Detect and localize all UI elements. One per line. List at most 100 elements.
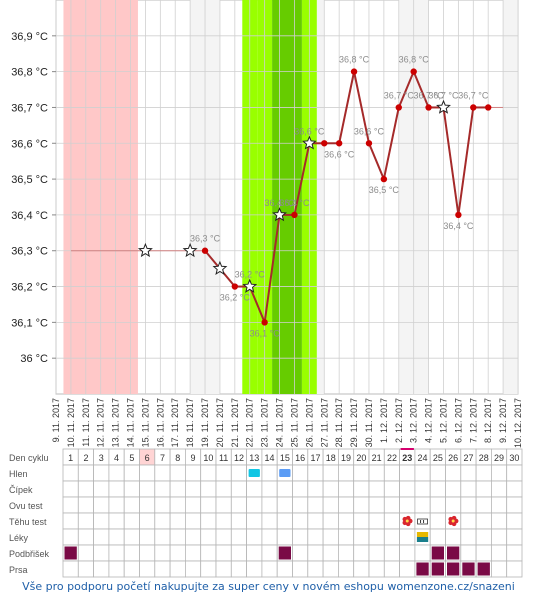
table-cell[interactable] xyxy=(93,464,110,482)
table-cell[interactable] xyxy=(62,560,79,578)
table-cell[interactable] xyxy=(62,528,79,546)
table-cell[interactable] xyxy=(93,496,110,514)
table-cell[interactable] xyxy=(123,528,140,546)
table-cell[interactable] xyxy=(230,560,248,578)
table-cell[interactable] xyxy=(276,560,293,578)
table-cell[interactable] xyxy=(108,560,125,578)
table-cell[interactable] xyxy=(200,464,217,482)
table-cell[interactable] xyxy=(368,496,385,514)
table-cell[interactable] xyxy=(414,544,431,562)
table-cell[interactable] xyxy=(169,544,186,562)
table-cell[interactable] xyxy=(154,544,171,562)
table-cell[interactable] xyxy=(353,480,370,498)
table-cell[interactable] xyxy=(108,512,125,530)
table-cell[interactable] xyxy=(230,464,248,482)
table-cell[interactable] xyxy=(337,496,355,514)
table-cell[interactable] xyxy=(154,480,171,498)
table-cell[interactable] xyxy=(123,464,140,482)
table-cell[interactable] xyxy=(307,480,324,498)
table-cell[interactable] xyxy=(215,480,232,498)
table-cell[interactable] xyxy=(353,544,370,562)
table-cell[interactable] xyxy=(368,528,385,546)
table-cell[interactable] xyxy=(414,464,431,482)
table-cell[interactable] xyxy=(77,480,95,498)
table-cell[interactable] xyxy=(445,464,462,482)
table-cell[interactable] xyxy=(139,560,156,578)
table-cell[interactable] xyxy=(93,544,110,562)
table-cell[interactable] xyxy=(292,512,309,530)
table-cell[interactable] xyxy=(276,480,293,498)
table-cell[interactable] xyxy=(169,464,186,482)
table-cell[interactable] xyxy=(506,512,523,530)
table-cell[interactable] xyxy=(93,528,110,546)
table-cell[interactable] xyxy=(399,464,416,482)
table-cell[interactable] xyxy=(215,560,232,578)
table-cell[interactable] xyxy=(292,560,309,578)
table-cell[interactable] xyxy=(460,544,477,562)
table-cell[interactable] xyxy=(429,512,446,530)
table-cell[interactable] xyxy=(490,496,508,514)
table-cell[interactable] xyxy=(108,464,125,482)
table-cell[interactable] xyxy=(215,528,232,546)
table-cell[interactable] xyxy=(261,528,278,546)
table-cell[interactable] xyxy=(368,560,385,578)
table-cell[interactable] xyxy=(246,480,263,498)
table-cell[interactable] xyxy=(337,480,355,498)
table-cell[interactable] xyxy=(460,480,477,498)
table-cell[interactable] xyxy=(292,496,309,514)
table-cell[interactable] xyxy=(368,544,385,562)
table-cell[interactable] xyxy=(322,528,339,546)
table-cell[interactable] xyxy=(139,544,156,562)
table-cell[interactable] xyxy=(169,528,186,546)
table-cell[interactable] xyxy=(215,544,232,562)
table-cell[interactable] xyxy=(261,496,278,514)
table-cell[interactable] xyxy=(475,464,492,482)
table-cell[interactable] xyxy=(200,560,217,578)
table-cell[interactable] xyxy=(292,528,309,546)
table-cell[interactable] xyxy=(337,464,355,482)
table-cell[interactable] xyxy=(230,512,248,530)
table-cell[interactable] xyxy=(353,560,370,578)
table-cell[interactable] xyxy=(123,544,140,562)
table-cell[interactable] xyxy=(383,464,400,482)
table-cell[interactable] xyxy=(246,544,263,562)
table-cell[interactable] xyxy=(307,512,324,530)
table-cell[interactable] xyxy=(383,512,400,530)
table-cell[interactable] xyxy=(77,528,95,546)
table-cell[interactable] xyxy=(184,496,202,514)
table-cell[interactable] xyxy=(200,512,217,530)
table-cell[interactable] xyxy=(475,528,492,546)
table-cell[interactable] xyxy=(429,480,446,498)
table-cell[interactable] xyxy=(399,544,416,562)
table-cell[interactable] xyxy=(337,528,355,546)
table-cell[interactable] xyxy=(93,480,110,498)
table-cell[interactable] xyxy=(490,560,508,578)
table-cell[interactable] xyxy=(261,464,278,482)
table-cell[interactable] xyxy=(230,496,248,514)
table-cell[interactable] xyxy=(383,528,400,546)
table-cell[interactable] xyxy=(445,480,462,498)
table-cell[interactable] xyxy=(246,528,263,546)
table-cell[interactable] xyxy=(353,464,370,482)
table-cell[interactable] xyxy=(307,528,324,546)
table-cell[interactable] xyxy=(169,512,186,530)
table-cell[interactable] xyxy=(261,480,278,498)
table-cell[interactable] xyxy=(154,560,171,578)
table-cell[interactable] xyxy=(490,480,508,498)
table-cell[interactable] xyxy=(123,512,140,530)
table-cell[interactable] xyxy=(200,544,217,562)
table-cell[interactable] xyxy=(399,528,416,546)
table-cell[interactable] xyxy=(108,544,125,562)
table-cell[interactable] xyxy=(429,496,446,514)
table-cell[interactable] xyxy=(139,496,156,514)
table-cell[interactable] xyxy=(414,480,431,498)
table-cell[interactable] xyxy=(184,560,202,578)
table-cell[interactable] xyxy=(368,512,385,530)
table-cell[interactable] xyxy=(200,496,217,514)
table-cell[interactable] xyxy=(123,560,140,578)
table-cell[interactable] xyxy=(77,544,95,562)
table-cell[interactable] xyxy=(445,496,462,514)
table-cell[interactable] xyxy=(184,480,202,498)
table-cell[interactable] xyxy=(506,544,523,562)
table-cell[interactable] xyxy=(62,464,79,482)
